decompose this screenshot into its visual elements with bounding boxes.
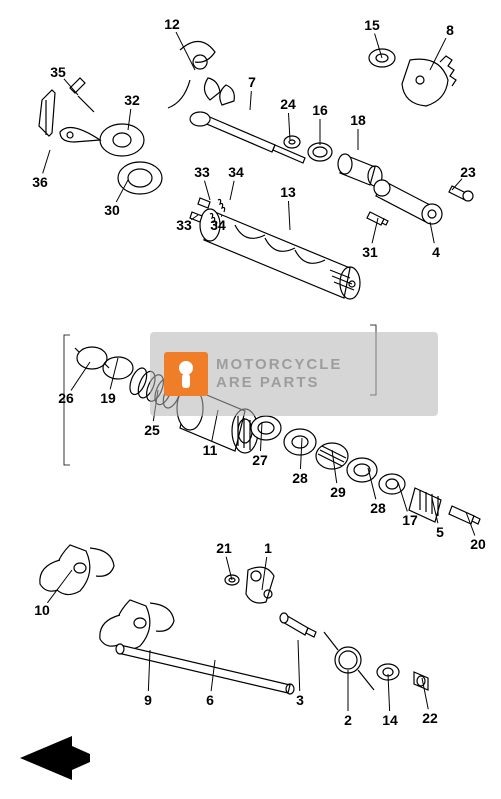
part-18-collar	[338, 154, 382, 186]
part-25-spring	[127, 366, 184, 411]
part-35-bolt	[70, 78, 94, 112]
part-19-circlip	[103, 357, 133, 379]
callout-29: 29	[330, 484, 346, 500]
callout-15: 15	[364, 17, 380, 33]
callout-27: 27	[252, 452, 268, 468]
part-2-spring	[324, 632, 374, 690]
callout-33: 33	[176, 217, 192, 233]
part-6-forkshaft	[116, 644, 294, 694]
part-8-sector	[402, 56, 456, 106]
part-30-washer	[118, 162, 162, 194]
callout-23: 23	[460, 164, 476, 180]
callout-20: 20	[470, 536, 486, 552]
part-32-plate	[60, 124, 144, 156]
callout-2: 2	[344, 712, 352, 728]
callout-16: 16	[312, 102, 328, 118]
callout-22: 22	[422, 710, 438, 726]
callout-33: 33	[194, 164, 210, 180]
diagram-svg	[0, 0, 501, 799]
part-36-clip	[39, 90, 55, 136]
part-29-thrust	[316, 443, 348, 469]
callout-5: 5	[436, 524, 444, 540]
callout-24: 24	[280, 96, 296, 112]
callout-6: 6	[206, 692, 214, 708]
callout-12: 12	[164, 16, 180, 32]
part-23-bolt	[449, 186, 473, 201]
callout-19: 19	[100, 390, 116, 406]
callout-8: 8	[446, 22, 454, 38]
callout-1: 1	[264, 540, 272, 556]
part-9-fork	[100, 600, 174, 650]
callout-28: 28	[292, 470, 308, 486]
callout-13: 13	[280, 184, 296, 200]
callout-9: 9	[144, 692, 152, 708]
part-27-washer	[251, 416, 281, 440]
part-20-bolt	[449, 506, 480, 524]
callout-30: 30	[104, 202, 120, 218]
part-28-washer-b	[347, 458, 377, 482]
part-22-nut	[414, 672, 428, 690]
exploded-diagram: MOTORCYCLE ARE PARTS 1215835732241618362…	[0, 0, 501, 799]
callout-14: 14	[382, 712, 398, 728]
part-3-pin	[280, 613, 316, 637]
part-1-arm	[246, 567, 274, 603]
callout-34: 34	[210, 217, 226, 233]
callout-28: 28	[370, 500, 386, 516]
part-24-washer	[284, 136, 300, 148]
callout-26: 26	[58, 390, 74, 406]
callout-18: 18	[350, 112, 366, 128]
callout-34: 34	[228, 164, 244, 180]
callout-3: 3	[296, 692, 304, 708]
callout-21: 21	[216, 540, 232, 556]
part-7-shaft	[190, 78, 305, 163]
part-10-fork	[40, 545, 114, 595]
part-28-washer-a	[284, 429, 316, 455]
callout-35: 35	[50, 64, 66, 80]
callout-17: 17	[402, 512, 418, 528]
part-16-oring	[308, 143, 332, 161]
callout-36: 36	[32, 174, 48, 190]
callout-32: 32	[124, 92, 140, 108]
callout-31: 31	[362, 244, 378, 260]
callout-25: 25	[144, 422, 160, 438]
callout-11: 11	[203, 442, 218, 458]
direction-arrow	[20, 736, 90, 780]
callout-7: 7	[248, 74, 256, 90]
callout-10: 10	[34, 602, 50, 618]
part-4-arm	[374, 180, 442, 224]
callout-4: 4	[432, 244, 440, 260]
